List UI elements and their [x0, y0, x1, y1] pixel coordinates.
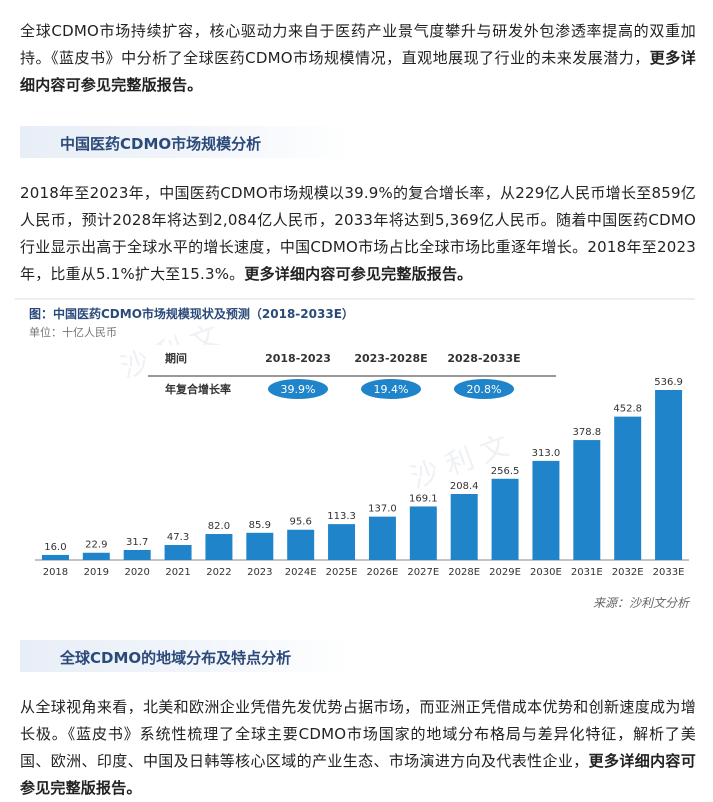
bar-2031E: [573, 440, 601, 560]
value-label-2033E: 536.9: [654, 377, 683, 388]
intro-paragraph: 全球CDMO市场持续扩容，核心驱动力来自于医药产业景气度攀升与研发外包渗透率提高…: [20, 18, 696, 99]
value-label-2027E: 169.1: [409, 493, 438, 504]
value-label-2021: 47.3: [167, 532, 189, 543]
value-label-2028E: 208.4: [450, 481, 479, 492]
value-label-2023: 85.9: [249, 520, 271, 531]
x-tick-2025E: 2025E: [326, 567, 358, 578]
value-label-2026E: 137.0: [368, 504, 397, 515]
section-heading-china: 中国医药CDMO市场规模分析: [20, 126, 350, 158]
section-heading-global: 全球CDMO的地域分布及特点分析: [20, 640, 350, 672]
cdmo-market-chart: 沙 利 文 沙 利 文 图：中国医药CDMO市场规模现状及预测（2018-203…: [15, 298, 695, 616]
value-label-2018: 16.0: [44, 542, 66, 553]
bar-2019: [82, 552, 110, 560]
cagr-badge-2: [361, 379, 421, 399]
value-label-2029E: 256.5: [491, 466, 520, 477]
bar-2033E: [655, 390, 683, 560]
global-paragraph: 从全球视角来看，北美和欧洲企业凭借先发优势占据市场，而亚洲正凭借成本优势和创新速…: [20, 694, 696, 802]
x-tick-2018: 2018: [43, 567, 68, 578]
value-label-2030E: 313.0: [532, 448, 561, 459]
value-label-2022: 82.0: [208, 521, 230, 532]
value-label-2019: 22.9: [85, 540, 107, 551]
chart-source: 来源：沙利文分析: [592, 596, 689, 610]
x-tick-2026E: 2026E: [367, 567, 399, 578]
value-label-2020: 31.7: [126, 537, 148, 548]
global-text: 从全球视角来看，北美和欧洲企业凭借先发优势占据市场，而亚洲正凭借成本优势和创新速…: [20, 698, 696, 770]
cagr-period-3: 2028-2033E: [447, 352, 520, 365]
bar-2028E: [450, 494, 478, 560]
section-heading-global-text: 全球CDMO的地域分布及特点分析: [60, 649, 292, 667]
cagr-period-2: 2023-2028E: [354, 352, 427, 365]
x-tick-2024E: 2024E: [285, 567, 317, 578]
china-more-link: 更多详细内容可参见完整版报告。: [244, 265, 473, 283]
bar-2025E: [328, 524, 356, 560]
x-tick-2028E: 2028E: [448, 567, 480, 578]
intro-text: 全球CDMO市场持续扩容，核心驱动力来自于医药产业景气度攀升与研发外包渗透率提高…: [20, 22, 696, 67]
x-tick-2030E: 2030E: [530, 567, 562, 578]
x-tick-2032E: 2032E: [612, 567, 644, 578]
x-tick-2020: 2020: [124, 567, 149, 578]
cagr-badge-1: [268, 379, 328, 399]
bar-2021: [164, 545, 192, 560]
x-tick-2019: 2019: [84, 567, 109, 578]
bar-2030E: [532, 460, 560, 560]
x-tick-2027E: 2027E: [407, 567, 439, 578]
intro-more-link: 更多详细内容可参见完整版报告。: [20, 49, 696, 94]
bar-2029E: [491, 478, 519, 560]
bar-2027E: [409, 506, 437, 560]
cagr-badge-3: [454, 379, 514, 399]
bar-2018: [41, 554, 69, 560]
bar-2026E: [368, 516, 396, 560]
x-tick-2031E: 2031E: [571, 567, 603, 578]
x-tick-2029E: 2029E: [489, 567, 521, 578]
x-tick-2023: 2023: [247, 567, 272, 578]
china-text: 2018年至2023年，中国医药CDMO市场规模以39.9%的复合增长率，从22…: [20, 184, 696, 283]
section-heading-china-text: 中国医药CDMO市场规模分析: [60, 135, 262, 153]
bar-2020: [123, 549, 151, 560]
x-tick-2033E: 2033E: [653, 567, 685, 578]
bar-2032E: [614, 416, 642, 560]
chart-unit: 单位：十亿人民币: [29, 325, 117, 339]
bar-2023: [246, 532, 274, 560]
bar-2024E: [287, 529, 315, 560]
value-label-2031E: 378.8: [572, 427, 601, 438]
bar-2022: [205, 534, 233, 560]
cagr-rate-2: 19.4%: [374, 383, 409, 396]
x-tick-2021: 2021: [165, 567, 190, 578]
china-paragraph: 2018年至2023年，中国医药CDMO市场规模以39.9%的复合增长率，从22…: [20, 180, 696, 288]
x-tick-2022: 2022: [206, 567, 231, 578]
global-more-link: 更多详细内容可参见完整版报告。: [20, 752, 696, 797]
value-label-2025E: 113.3: [327, 511, 356, 522]
cagr-period-label: 期间: [165, 351, 187, 365]
cagr-rate-3: 20.8%: [467, 383, 502, 396]
cagr-row-label: 年复合增长率: [165, 382, 231, 396]
chart-title: 图：中国医药CDMO市场规模现状及预测（2018-2033E）: [29, 306, 354, 321]
value-label-2032E: 452.8: [613, 404, 642, 415]
value-label-2024E: 95.6: [290, 517, 312, 528]
cagr-period-1: 2018-2023: [265, 352, 331, 365]
cagr-rate-1: 39.9%: [281, 383, 316, 396]
